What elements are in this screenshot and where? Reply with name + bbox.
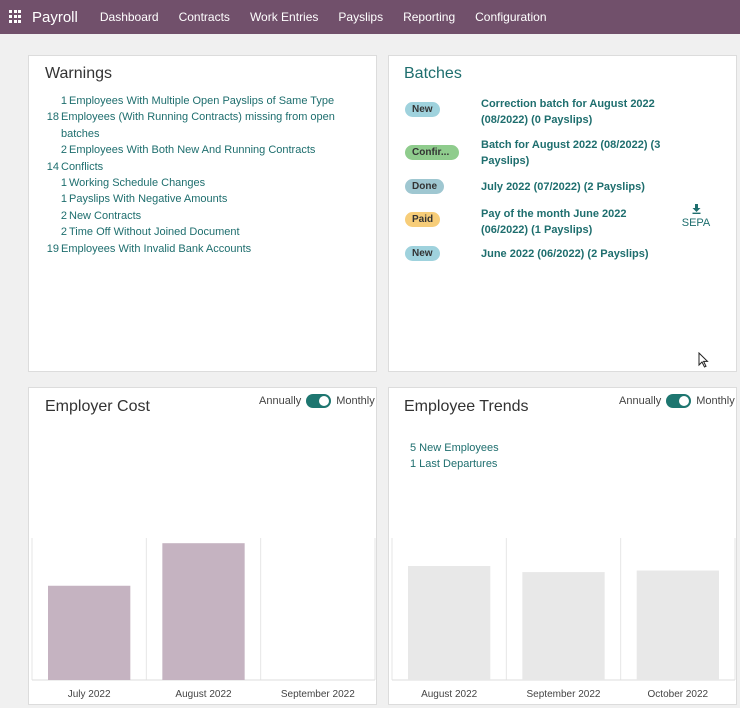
warnings-title: Warnings [45,65,112,82]
status-badge: Confir... [405,145,459,160]
sepa-download-button[interactable]: SEPA [676,204,716,229]
x-tick-label: September 2022 [527,689,601,700]
toggle-annually-label: Annually [619,395,662,407]
menu-reporting[interactable]: Reporting [403,10,456,24]
annual-monthly-switch[interactable] [666,394,692,408]
period-toggle: Annually Monthly [259,394,375,408]
batch-row[interactable]: Confir... Batch for August 2022 (08/2022… [405,139,735,167]
toggle-monthly-label: Monthly [696,395,735,407]
batch-name[interactable]: Pay of the month June 2022 (06/2022) (1 … [481,208,627,236]
annual-monthly-switch[interactable] [306,394,332,408]
toggle-monthly-label: Monthly [336,395,375,407]
new-employees-link[interactable]: 5 New Employees [410,442,499,454]
menu-contracts[interactable]: Contracts [178,10,230,24]
warnings-card: Warnings 1 Employees With Multiple Open P… [28,55,377,372]
batch-row[interactable]: New Correction batch for August 2022 (08… [405,98,735,126]
chart-bar[interactable] [48,585,131,680]
trend-stats: 5 New Employees 1 Last Departures [410,440,499,472]
last-departures-link[interactable]: 1 Last Departures [410,458,498,470]
menu-configuration[interactable]: Configuration [475,10,547,24]
employee-trends-card: Employee Trends Annually Monthly 5 New E… [388,387,737,705]
employee-trends-title: Employee Trends [404,398,529,415]
x-tick-label: August 2022 [175,689,232,700]
warning-item[interactable]: 19 Employees With Invalid Bank Accounts [46,242,252,255]
app-name[interactable]: Payroll [32,8,78,26]
warning-item[interactable]: 18 Employees (With Running Contracts) mis… [46,111,335,140]
toggle-annually-label: Annually [259,395,302,407]
batches-card: Batches New Correction batch for August … [388,55,737,372]
batches-title: Batches [404,65,462,82]
chart-bar[interactable] [522,572,605,680]
employer-cost-chart: July 2022 August 2022 September 2022 [31,538,376,700]
employer-cost-card: Employer Cost Annually Monthly July 2022… [28,387,377,705]
menu-dashboard[interactable]: Dashboard [99,10,159,24]
warning-item[interactable]: 1 Employees With Multiple Open Payslips o… [60,95,335,107]
warning-item[interactable]: 2 Employees With Both New And Running Con… [60,144,316,157]
status-badge: New [405,102,440,117]
chart-bar[interactable] [408,566,491,680]
employee-trends-chart: August 2022 September 2022 October 2022 [391,538,736,700]
warning-item[interactable]: 14 Conflicts [46,160,104,173]
x-tick-label: October 2022 [648,689,709,700]
warning-item[interactable]: 2 Time Off Without Joined Document [60,226,240,239]
chart-bar[interactable] [636,570,719,680]
warning-item[interactable]: 1 Working Schedule Changes [60,177,206,190]
mouse-cursor-icon [698,352,709,368]
batch-name[interactable]: June 2022 (06/2022) (2 Payslips) [481,248,649,260]
batch-row[interactable]: Done July 2022 (07/2022) (2 Payslips) [405,179,735,194]
batch-row[interactable]: Paid Pay of the month June 2022 (06/2022… [405,208,735,236]
sepa-label: SEPA [681,217,711,229]
status-badge: Paid [405,212,441,227]
x-tick-label: July 2022 [68,689,111,700]
batch-row[interactable]: New June 2022 (06/2022) (2 Payslips) [405,246,735,261]
batch-name[interactable]: Correction batch for August 2022 (08/202… [481,98,655,126]
warning-item[interactable]: 1 Payslips With Negative Amounts [60,193,228,206]
menu-payslips[interactable]: Payslips [338,10,384,24]
warning-item[interactable]: 2 New Contracts [60,209,142,222]
download-icon [676,204,716,217]
top-navbar: Payroll Dashboard Contracts Work Entries… [0,0,740,34]
employer-cost-title: Employer Cost [45,398,150,415]
apps-menu-icon[interactable] [9,10,23,24]
menu-work-entries[interactable]: Work Entries [249,10,319,24]
batch-name[interactable]: Batch for August 2022 (08/2022) (3 Paysl… [481,139,661,167]
x-tick-label: September 2022 [281,689,355,700]
batch-name[interactable]: July 2022 (07/2022) (2 Payslips) [481,181,645,193]
status-badge: Done [405,179,444,194]
period-toggle: Annually Monthly [619,394,735,408]
warnings-list: 1 Employees With Multiple Open Payslips o… [45,93,375,257]
status-badge: New [405,246,440,261]
chart-bar[interactable] [162,543,245,680]
x-tick-label: August 2022 [421,689,478,700]
